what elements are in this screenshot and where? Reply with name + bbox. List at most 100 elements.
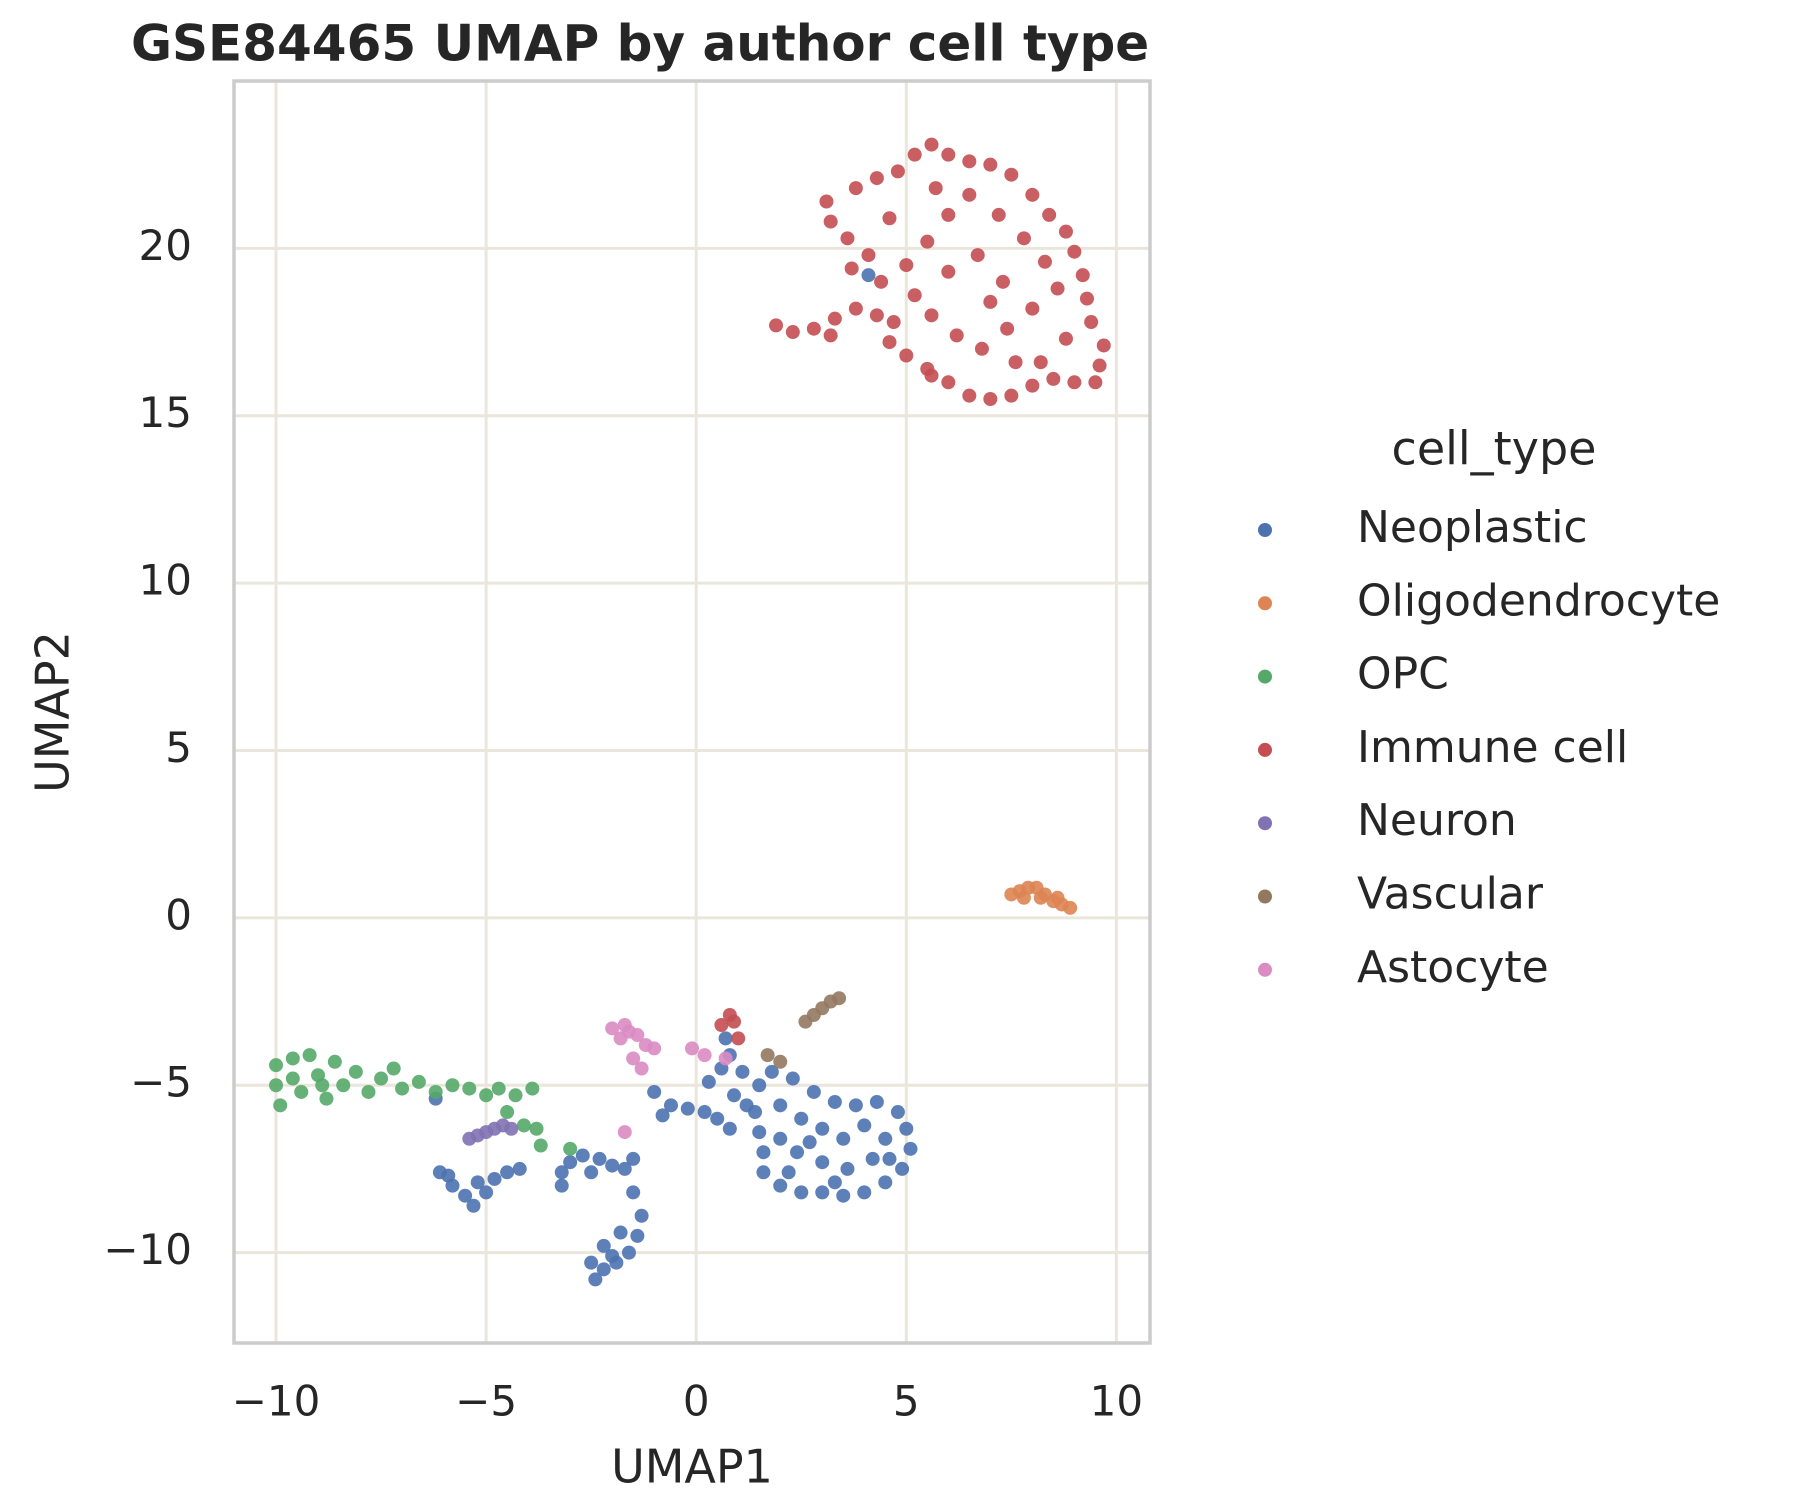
point [1004, 388, 1019, 403]
point [827, 311, 842, 326]
point [756, 1145, 771, 1160]
point [630, 1028, 645, 1043]
point [899, 258, 914, 273]
point [516, 1118, 531, 1133]
legend-marker [1258, 742, 1272, 757]
point [752, 1125, 767, 1140]
point [920, 234, 935, 249]
point [269, 1058, 284, 1073]
point [983, 392, 998, 407]
legend-label: Vascular [1357, 869, 1544, 920]
point [533, 1138, 548, 1153]
point [1067, 244, 1082, 259]
point [899, 348, 914, 363]
point [773, 1131, 788, 1146]
point [647, 1041, 662, 1056]
point [395, 1081, 410, 1096]
y-tick-label: 20 [139, 221, 192, 270]
point [617, 1125, 632, 1140]
point [874, 274, 889, 289]
point [1079, 291, 1094, 306]
point [836, 1131, 851, 1146]
point [1046, 371, 1061, 386]
point [1025, 378, 1040, 393]
legend-label: Astocyte [1357, 942, 1549, 993]
x-tick-label: 10 [1090, 1377, 1143, 1426]
legend-label: OPC [1357, 649, 1449, 700]
point [525, 1081, 540, 1096]
point [512, 1161, 527, 1176]
plot-area [269, 137, 1111, 1287]
y-tick-label: 10 [139, 556, 192, 605]
point [613, 1225, 628, 1240]
point [895, 1161, 910, 1176]
point [727, 1088, 742, 1103]
point [878, 1131, 893, 1146]
point [285, 1071, 300, 1086]
point [722, 1121, 737, 1136]
point [882, 211, 897, 226]
point [890, 164, 905, 179]
point [907, 288, 922, 303]
point [617, 1017, 632, 1032]
point [760, 1048, 775, 1063]
legend-marker [1258, 523, 1272, 537]
legend-label: Immune cell [1357, 722, 1628, 773]
point [869, 171, 884, 186]
point [941, 207, 956, 222]
legend-title: cell_type [1392, 422, 1597, 476]
point [924, 308, 939, 323]
x-tick-label: −10 [232, 1377, 321, 1426]
point [756, 1165, 771, 1180]
point [680, 1101, 695, 1116]
y-tick-label: −10 [103, 1225, 192, 1274]
point [596, 1238, 611, 1253]
point [626, 1185, 641, 1200]
legend-marker [1258, 596, 1272, 611]
point [848, 301, 863, 316]
point [1033, 355, 1048, 370]
point [584, 1165, 599, 1180]
point [924, 137, 939, 152]
point [1033, 890, 1048, 905]
point [554, 1178, 569, 1193]
legend-marker [1258, 816, 1272, 831]
point [991, 207, 1006, 222]
point [621, 1245, 636, 1260]
point [886, 315, 901, 330]
point [1016, 231, 1031, 246]
point [739, 1098, 754, 1113]
point [903, 1141, 918, 1156]
legend-marker [1258, 962, 1272, 977]
point [962, 154, 977, 169]
point [802, 1135, 817, 1150]
point [554, 1165, 569, 1180]
chart-title: GSE84465 UMAP by author cell type [131, 15, 1149, 73]
point [815, 1155, 830, 1170]
point [647, 1084, 662, 1099]
x-axis-label: UMAP1 [611, 1440, 773, 1494]
point [974, 341, 989, 356]
point [563, 1155, 578, 1170]
point [806, 1084, 821, 1099]
point [336, 1078, 351, 1093]
point [806, 321, 821, 336]
point [962, 187, 977, 202]
point [386, 1061, 401, 1076]
point [840, 231, 855, 246]
point [941, 147, 956, 162]
point [773, 1054, 788, 1069]
point [697, 1105, 712, 1120]
point [487, 1171, 502, 1186]
point [529, 1121, 544, 1136]
point [458, 1188, 473, 1203]
point [718, 1031, 733, 1046]
point [285, 1051, 300, 1066]
y-axis-label: UMAP2 [26, 631, 80, 793]
point [663, 1098, 678, 1113]
point [1037, 254, 1052, 269]
point [466, 1198, 481, 1213]
point [857, 1118, 872, 1133]
point [634, 1061, 649, 1076]
